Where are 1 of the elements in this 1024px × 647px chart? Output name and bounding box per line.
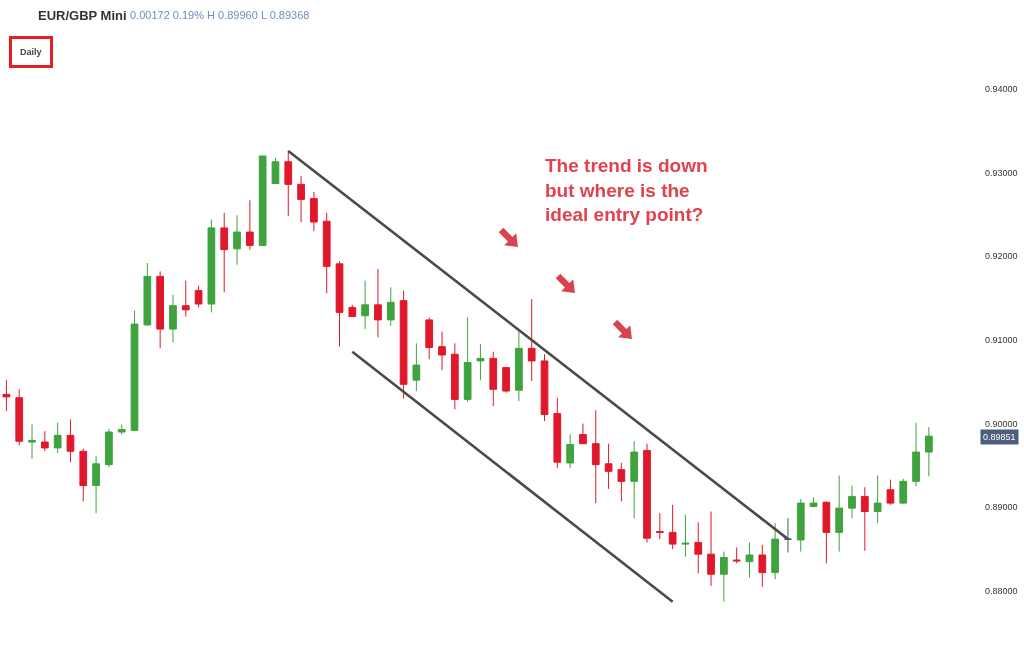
candlestick [2, 379, 11, 412]
